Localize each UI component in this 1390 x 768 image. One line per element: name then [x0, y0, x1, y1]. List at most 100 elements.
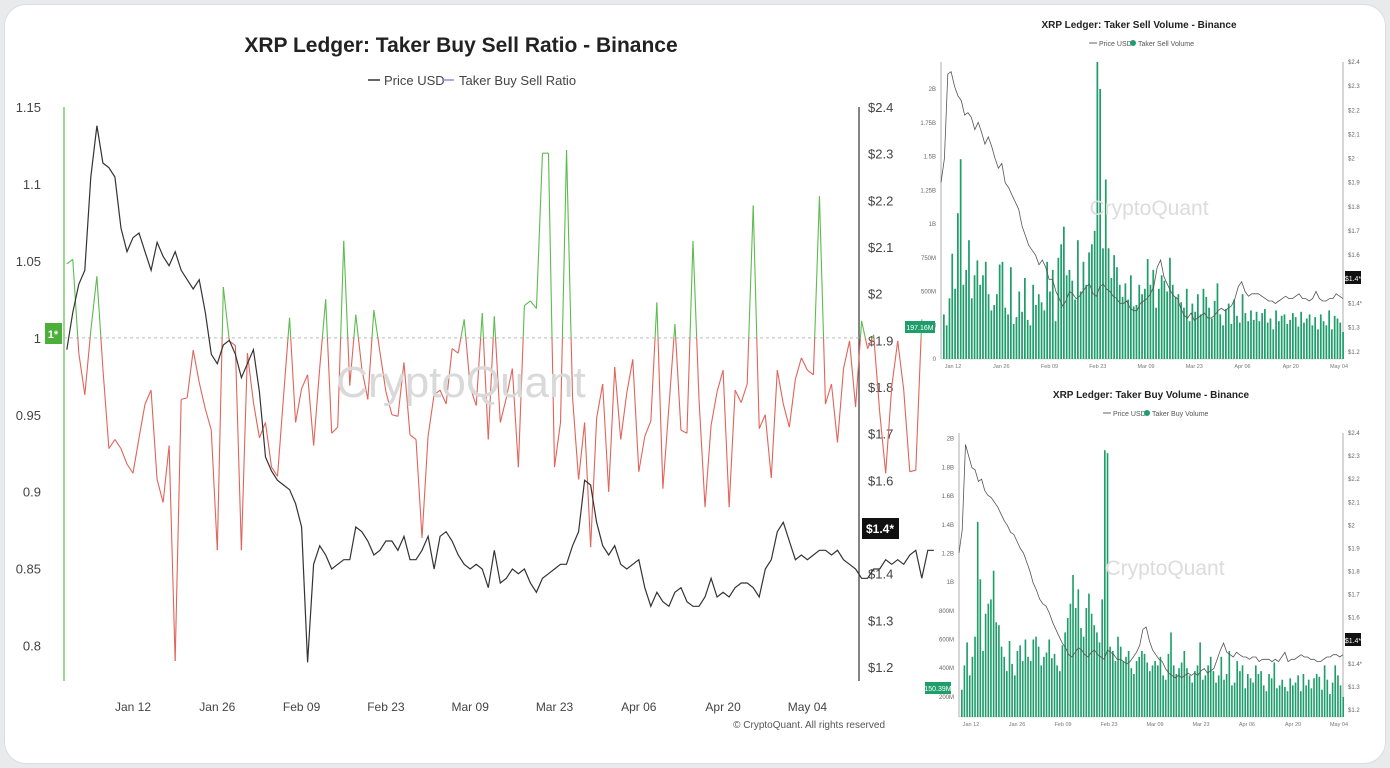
buy-y-right-tick: $1.7: [1348, 593, 1360, 599]
ratio-line-segment: [561, 150, 568, 338]
ratio-line-segment: [728, 390, 736, 508]
buy-volume-bar: [1117, 636, 1119, 717]
ratio-line-segment: [812, 337, 816, 375]
buy-volume-bar: [1202, 679, 1204, 717]
ratio-line-segment: [289, 317, 292, 338]
ratio-line-segment: [756, 337, 760, 429]
buy-volume-bar: [1059, 671, 1061, 717]
ratio-line-segment: [301, 374, 309, 389]
ratio-line-segment: [859, 320, 863, 338]
ratio-line-segment: [319, 337, 323, 369]
chart-card: XRP Ledger: Taker Buy Sell Ratio - Binan…: [4, 4, 1386, 764]
ratio-line-segment: [675, 337, 682, 431]
ratio-line-segment: [162, 445, 170, 503]
ratio-line-segment: [662, 407, 670, 489]
ratio-line-segment: [457, 337, 462, 354]
ratio-line-segment: [313, 368, 321, 446]
sell-volume-bar: [982, 275, 984, 359]
ratio-line-segment: [722, 370, 730, 508]
buy-volume-bar: [1233, 682, 1236, 717]
buy-chart-title: XRP Ledger: Taker Buy Volume - Binance: [1053, 390, 1250, 401]
sell-volume-bar: [1018, 291, 1021, 359]
ratio-line-segment: [776, 370, 784, 405]
ratio-line-segment: [321, 299, 327, 338]
sell-volume-bar: [1275, 310, 1277, 359]
buy-y-right-tick: $2: [1348, 523, 1355, 529]
sell-volume-bar: [1269, 318, 1272, 359]
ratio-line-segment: [192, 350, 200, 383]
sell-x-tick: Jan 26: [993, 364, 1010, 370]
buy-volume-bar: [1286, 691, 1289, 717]
sell-volume-bar: [1331, 329, 1333, 359]
buy-volume-bar: [1334, 665, 1337, 717]
buy-volume-bar: [1014, 675, 1016, 717]
sell-volume-bar: [1211, 318, 1213, 359]
sell-y-right-tick: $1.9: [1348, 181, 1360, 187]
buy-volume-bar: [1178, 668, 1180, 717]
ratio-line-segment: [596, 383, 604, 418]
buy-legend-label-volume: Taker Buy Volume: [1152, 411, 1209, 418]
buy-x-tick: Feb 09: [1054, 722, 1071, 728]
sell-volume-bar: [1049, 291, 1051, 359]
sell-volume-bar: [1001, 261, 1004, 359]
sell-volume-bar: [1222, 325, 1224, 360]
sell-volume-bar: [1132, 306, 1135, 359]
ratio-line-segment: [282, 337, 289, 397]
sell-y-right-tick: $1.4*: [1348, 301, 1363, 307]
sell-volume-bar: [1015, 317, 1018, 359]
buy-volume-bar: [971, 656, 974, 717]
sell-volume-marker-label: 197.16M: [906, 325, 933, 332]
buy-volume-bar: [1220, 656, 1223, 717]
ratio-line-segment: [553, 422, 562, 468]
buy-volume-bar: [987, 603, 990, 717]
sell-legend-label-price: Price USD: [1099, 41, 1132, 48]
buy-volume-bar: [1228, 651, 1231, 717]
ratio-line-segment: [403, 362, 411, 435]
charts-canvas: XRP Ledger: Taker Buy Sell Ratio - Binan…: [16, 20, 1363, 731]
sell-y-left-tick: 750M: [921, 256, 936, 262]
ratio-line-segment: [371, 310, 375, 338]
ratio-line-segment: [644, 420, 652, 437]
buy-volume-bar: [1300, 691, 1302, 717]
buy-volume-bar: [1045, 652, 1048, 717]
sell-volume-bar: [1197, 294, 1199, 359]
sell-y-right-tick: $2.2: [1348, 108, 1360, 114]
y-right-tick-label: $1.3: [868, 613, 893, 628]
buy-volume-bar: [1223, 679, 1225, 717]
ratio-line-segment: [602, 383, 610, 492]
buy-volume-bar: [961, 689, 963, 717]
buy-y-left-tick: 1.4B: [942, 523, 954, 529]
buy-volume-bar: [1289, 678, 1292, 717]
ratio-line-segment: [391, 414, 399, 417]
buy-volume-bar: [1154, 661, 1156, 717]
buy-volume-bar: [1008, 641, 1011, 717]
buy-volume-bar: [1037, 646, 1040, 717]
buy-volume-bar: [1236, 661, 1239, 717]
sell-y-right-tick: $2.3: [1348, 84, 1360, 90]
ratio-line-segment: [692, 240, 698, 338]
sell-volume-bar: [1032, 284, 1035, 360]
sell-x-tick: Feb 09: [1041, 364, 1058, 370]
buy-volume-bar: [1313, 678, 1315, 717]
buy-volume-bar: [1196, 665, 1199, 717]
buy-volume-bar: [1029, 661, 1032, 717]
ratio-line-segment: [397, 362, 405, 417]
sell-volume-bar: [1110, 278, 1113, 359]
ratio-line-segment: [90, 276, 98, 331]
buy-volume-bar: [998, 625, 1000, 717]
buy-volume-bar: [1292, 685, 1294, 717]
ratio-line-segment: [66, 258, 74, 265]
buy-volume-bar: [1143, 653, 1146, 717]
ratio-line-segment: [915, 337, 922, 471]
sell-chart-title: XRP Ledger: Taker Sell Volume - Binance: [1041, 20, 1236, 31]
buy-volume-bar: [1085, 608, 1088, 717]
ratio-line-segment: [861, 320, 866, 338]
ratio-line-segment: [138, 403, 146, 438]
buy-volume-bar: [1000, 646, 1003, 717]
sell-volume-bar: [1264, 309, 1266, 359]
sell-volume-bar: [979, 284, 982, 360]
buy-volume-bar: [1003, 656, 1006, 717]
ratio-line-segment: [686, 337, 691, 434]
x-tick-label: Mar 23: [536, 700, 574, 714]
buy-volume-bar: [1199, 642, 1201, 717]
